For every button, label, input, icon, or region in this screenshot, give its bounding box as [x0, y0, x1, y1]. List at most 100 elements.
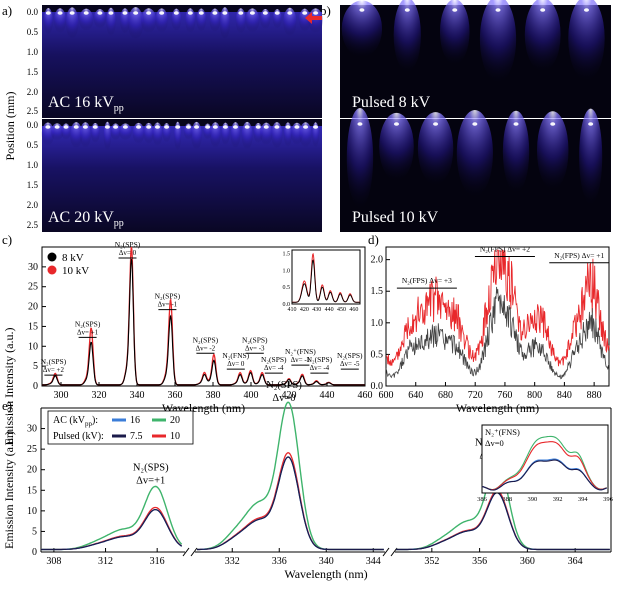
legend-label-8kV: 8 kV: [62, 252, 84, 264]
streamer-head: [82, 125, 88, 129]
streamer-head: [540, 8, 546, 12]
streamer-head: [97, 11, 103, 15]
legend-marker-10kV: [47, 265, 57, 275]
inset-x-tick-label: 440: [325, 307, 334, 313]
photo-caption: Pulsed 8 kV: [352, 94, 431, 111]
legend-ac-16-label: 16: [130, 415, 140, 426]
peak-annotation-dv: Δv= +1: [77, 328, 99, 336]
streamer-head: [108, 11, 114, 15]
streamer-glow: [141, 8, 157, 33]
inset-x-tick-label: 388: [502, 496, 512, 503]
streamer-glow: [235, 8, 246, 34]
streamer-glow: [524, 0, 561, 72]
plot-frame: [385, 246, 610, 387]
photo-pulsed-8: Pulsed 8 kV: [340, 0, 611, 118]
streamer-head: [222, 11, 228, 15]
y-tick-label: 2.0: [371, 255, 384, 266]
streamer-glow: [253, 122, 263, 144]
streamer-glow: [579, 108, 603, 205]
streamer-glow: [120, 8, 130, 34]
streamer-glow: [221, 122, 230, 146]
peak-label: N₂(SPS): [266, 380, 302, 391]
inset-x-tick-label: 430: [312, 307, 321, 313]
streamer-head: [173, 11, 179, 15]
peak-annotation: N₂(SPS): [337, 351, 363, 360]
streamer-glow: [241, 121, 253, 150]
y-tick-label: 0: [32, 547, 37, 558]
y-axis-label: Emission Intensity (a.u.): [2, 328, 16, 446]
streamer-glow: [299, 122, 312, 148]
streamer-glow: [171, 8, 182, 31]
streamer-glow: [196, 8, 207, 32]
streamer-head: [122, 125, 128, 129]
tick: 1.5: [27, 67, 39, 77]
y-tick-label: 25: [28, 282, 38, 293]
streamer-glow: [152, 122, 163, 146]
peak-annotation-dv: Δv= -5: [340, 360, 360, 368]
y-tick-label: 1.5: [371, 286, 384, 297]
axis-break-gap: [385, 549, 395, 555]
peak-annotation-dv: Δv= 0: [119, 249, 137, 257]
streamer-head: [274, 125, 280, 129]
streamer-glow: [110, 123, 121, 141]
streamer-head: [513, 122, 519, 126]
streamer-head: [122, 11, 128, 15]
x-tick-label: 640: [408, 390, 423, 401]
photo-caption: AC 20 kVpp: [48, 209, 124, 229]
streamer-head: [313, 11, 319, 15]
peak-annotation: N₂(SPS): [115, 240, 141, 249]
streamer-head: [244, 125, 250, 129]
inset-y-tick-label: 1.0: [283, 268, 291, 274]
y-tick-label: 5: [33, 361, 38, 372]
streamer-glow: [479, 0, 517, 83]
streamer-glow: [379, 112, 414, 181]
x-tick-label: 300: [54, 390, 69, 401]
peak-annotation: N₂(SPS): [261, 355, 287, 364]
x-tick-label: 360: [520, 556, 535, 567]
streamer-head: [92, 125, 98, 129]
streamer-head: [263, 125, 269, 129]
streamer-glow: [272, 9, 282, 29]
streamer-glow: [54, 8, 67, 33]
inset-x-tick-label: 386: [477, 496, 488, 503]
streamer-glow: [70, 122, 83, 148]
y-tick-label: 5: [32, 526, 37, 537]
streamer-head: [57, 11, 63, 15]
streamer-glow: [209, 8, 221, 32]
inset-series-pulsed-10: [481, 441, 607, 491]
peak-annotation-dv: Δv= 0: [227, 360, 245, 368]
x-tick-label: 308: [46, 556, 61, 567]
streamer-head: [212, 11, 218, 15]
streamer-head: [287, 11, 293, 15]
legend-ac-20-label: 20: [170, 415, 180, 426]
tick: 1.0: [27, 47, 39, 57]
inset-x-tick-label: 410: [288, 307, 297, 313]
streamer-glow: [341, 0, 383, 58]
peak-annotation: N₂(FNS): [222, 351, 249, 360]
legend-ac-sub: pp: [85, 420, 93, 428]
streamer-head: [222, 125, 228, 129]
x-tick-label: 460: [358, 390, 373, 401]
y-tick-label: 15: [28, 321, 38, 332]
streamer-glow: [103, 121, 112, 151]
streamer-head: [359, 8, 365, 12]
streamer-head: [45, 11, 51, 15]
peak-annotation: N₂(SPS): [75, 319, 101, 328]
peak-annotation-dv: Δv= -1: [291, 356, 311, 364]
x-tick-label: 312: [98, 556, 113, 567]
y-tick-label: 20: [28, 302, 38, 313]
y-tick-label: 25: [27, 444, 37, 455]
streamer-head: [133, 11, 139, 15]
streamer-glow: [106, 7, 116, 36]
streamer-glow: [568, 0, 605, 81]
band-label: N₂(FPS) Δv= +2: [480, 244, 530, 253]
position-ticks-top: 0.0 0.5 1.0 1.5 2.0 2.5: [27, 7, 39, 116]
series-pulsed-10: [197, 452, 384, 551]
peak-annotation-dv: Δv= -4: [264, 364, 284, 372]
y-tick-label: 0.0: [371, 381, 384, 392]
photo-caption: Pulsed 10 kV: [352, 209, 439, 226]
streamer-glow: [61, 123, 71, 140]
series-pulsed-7-5: [197, 456, 384, 551]
streamer-head: [255, 125, 261, 129]
